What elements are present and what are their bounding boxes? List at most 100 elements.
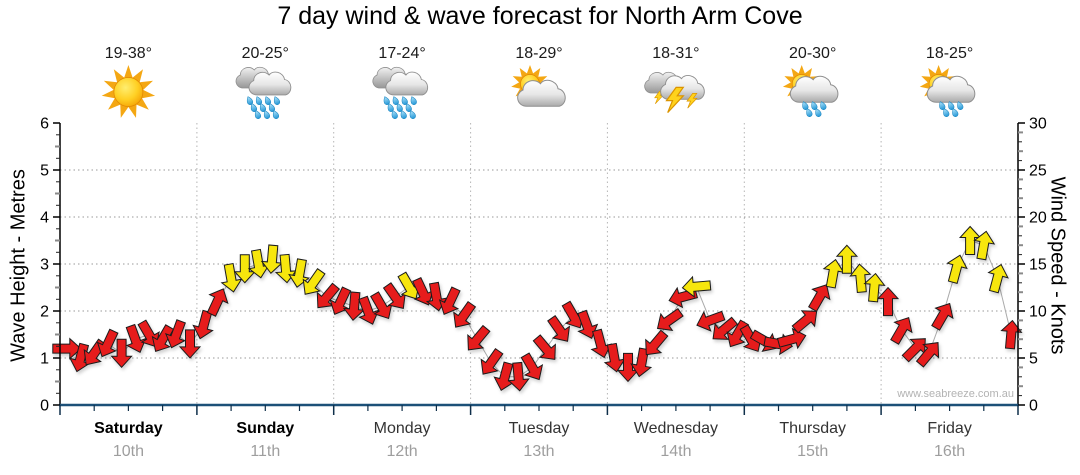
temperature-range-label: 19-38° <box>105 45 152 62</box>
raindrop-icon <box>802 101 809 110</box>
wind-arrow <box>178 329 202 359</box>
wind-arrow <box>164 319 186 349</box>
day-name-label: Monday <box>374 420 431 437</box>
raindrop-icon <box>263 110 271 119</box>
day-name-label: Tuesday <box>509 420 570 437</box>
raindrop-icon <box>409 110 416 119</box>
wind-arrow <box>507 361 530 392</box>
wind-arrow <box>776 327 807 350</box>
day-name-label: Thursday <box>779 420 846 437</box>
weather-icon-rain <box>235 66 292 119</box>
cloud-icon <box>789 75 839 103</box>
wind-arrow <box>1000 319 1023 350</box>
raindrop-icon <box>387 103 394 112</box>
wind-arrow <box>206 288 229 317</box>
day-date-label: 15th <box>797 443 828 460</box>
wind-arrow <box>520 352 544 381</box>
wind-arrow <box>96 328 119 358</box>
right-tick-label: 25 <box>1029 163 1047 180</box>
raindrop-icon <box>939 101 946 110</box>
day-date-label: 13th <box>523 443 554 460</box>
raindrop-icon <box>268 103 276 112</box>
wind-arrow <box>849 263 872 293</box>
wind-arrow <box>329 286 352 315</box>
day-date-label: 16th <box>934 443 965 460</box>
weather-icon-sun-showers <box>919 65 976 117</box>
day-name-label: Friday <box>927 420 971 437</box>
weather-icon-partly-cloudy <box>511 65 566 107</box>
right-tick-label: 5 <box>1029 351 1038 368</box>
wind-arrow <box>946 254 968 285</box>
wind-arrow <box>822 258 845 289</box>
lightning-icon <box>665 86 685 114</box>
wind-arrow <box>532 334 556 360</box>
wind-arrow <box>110 338 133 369</box>
weather-icon-sun-showers <box>782 65 839 117</box>
day-name-label: Wednesday <box>634 420 718 437</box>
wind-connector-line <box>66 239 1012 378</box>
lightning-icon <box>686 93 698 109</box>
raindrop-icon <box>952 108 959 117</box>
raindrop-icon <box>264 96 272 105</box>
cloud-icon <box>385 71 429 96</box>
wind-arrow <box>890 317 913 345</box>
right-axis-ticks: 0 5 10 15 20 25 30 <box>1018 116 1047 415</box>
wind-arrow <box>358 295 380 325</box>
day-date-label: 10th <box>113 443 144 460</box>
wind-arrow <box>973 230 996 261</box>
wind-arrow <box>791 310 818 334</box>
temperature-range-label: 20-30° <box>789 45 836 62</box>
raindrop-icon <box>401 96 408 105</box>
wind-arrow <box>656 307 684 331</box>
sun-icon <box>101 65 156 118</box>
weather-icon-rain <box>372 66 429 119</box>
raindrop-icon <box>811 101 818 110</box>
raindrop-icon <box>246 96 254 105</box>
raindrop-icon <box>943 108 950 117</box>
left-tick-label: 0 <box>40 398 49 415</box>
raindrop-icon <box>255 96 263 105</box>
cloud-icon <box>248 71 292 96</box>
left-tick-label: 3 <box>40 257 49 274</box>
day-axis-labels: Saturday 10th Sunday 11th Monday 12th Tuesday 1… <box>94 420 972 460</box>
raindrop-icon <box>815 108 822 117</box>
raindrop-icon <box>410 96 417 105</box>
wind-arrow <box>52 337 82 360</box>
wind-arrow <box>453 300 477 328</box>
right-tick-label: 0 <box>1029 398 1038 415</box>
wind-arrow <box>931 302 954 331</box>
gridlines <box>60 123 1018 405</box>
cloud-icon <box>926 75 976 103</box>
day-date-label: 12th <box>387 443 418 460</box>
weather-icon-sunny <box>101 65 156 118</box>
raindrop-icon <box>392 96 399 105</box>
day-name-label: Saturday <box>94 420 163 437</box>
raindrop-icon <box>383 96 390 105</box>
raindrop-icon <box>250 103 258 112</box>
wind-arrow <box>696 310 726 332</box>
wind-arrow <box>726 319 749 348</box>
wind-arrow <box>863 272 886 303</box>
watermark: www.seabreeze.com.au <box>897 388 1014 400</box>
time-axis-ticks <box>59 405 1019 415</box>
right-tick-label: 15 <box>1029 257 1047 274</box>
wind-arrow <box>438 286 461 315</box>
raindrop-icon <box>957 101 964 110</box>
temperature-range-label: 18-31° <box>652 45 699 62</box>
left-axis-ticks: 0 1 2 3 4 5 6 <box>40 116 60 415</box>
right-tick-label: 10 <box>1029 304 1047 321</box>
raindrop-icon <box>254 110 262 119</box>
wind-arrows <box>52 225 1023 392</box>
day-name-label: Sunday <box>236 420 294 437</box>
temperature-range-label: 18-25° <box>926 45 973 62</box>
day-headers: 19-38° 20-25° 17-24° 18-29° 18-31° 20-30° 18-2… <box>101 45 976 119</box>
left-tick-label: 4 <box>40 210 49 227</box>
wind-arrow <box>681 275 712 298</box>
raindrop-icon <box>396 103 403 112</box>
raindrop-icon <box>391 110 398 119</box>
wind-arrow <box>302 268 326 295</box>
day-date-label: 11th <box>250 443 280 460</box>
temperature-range-label: 18-29° <box>515 45 562 62</box>
